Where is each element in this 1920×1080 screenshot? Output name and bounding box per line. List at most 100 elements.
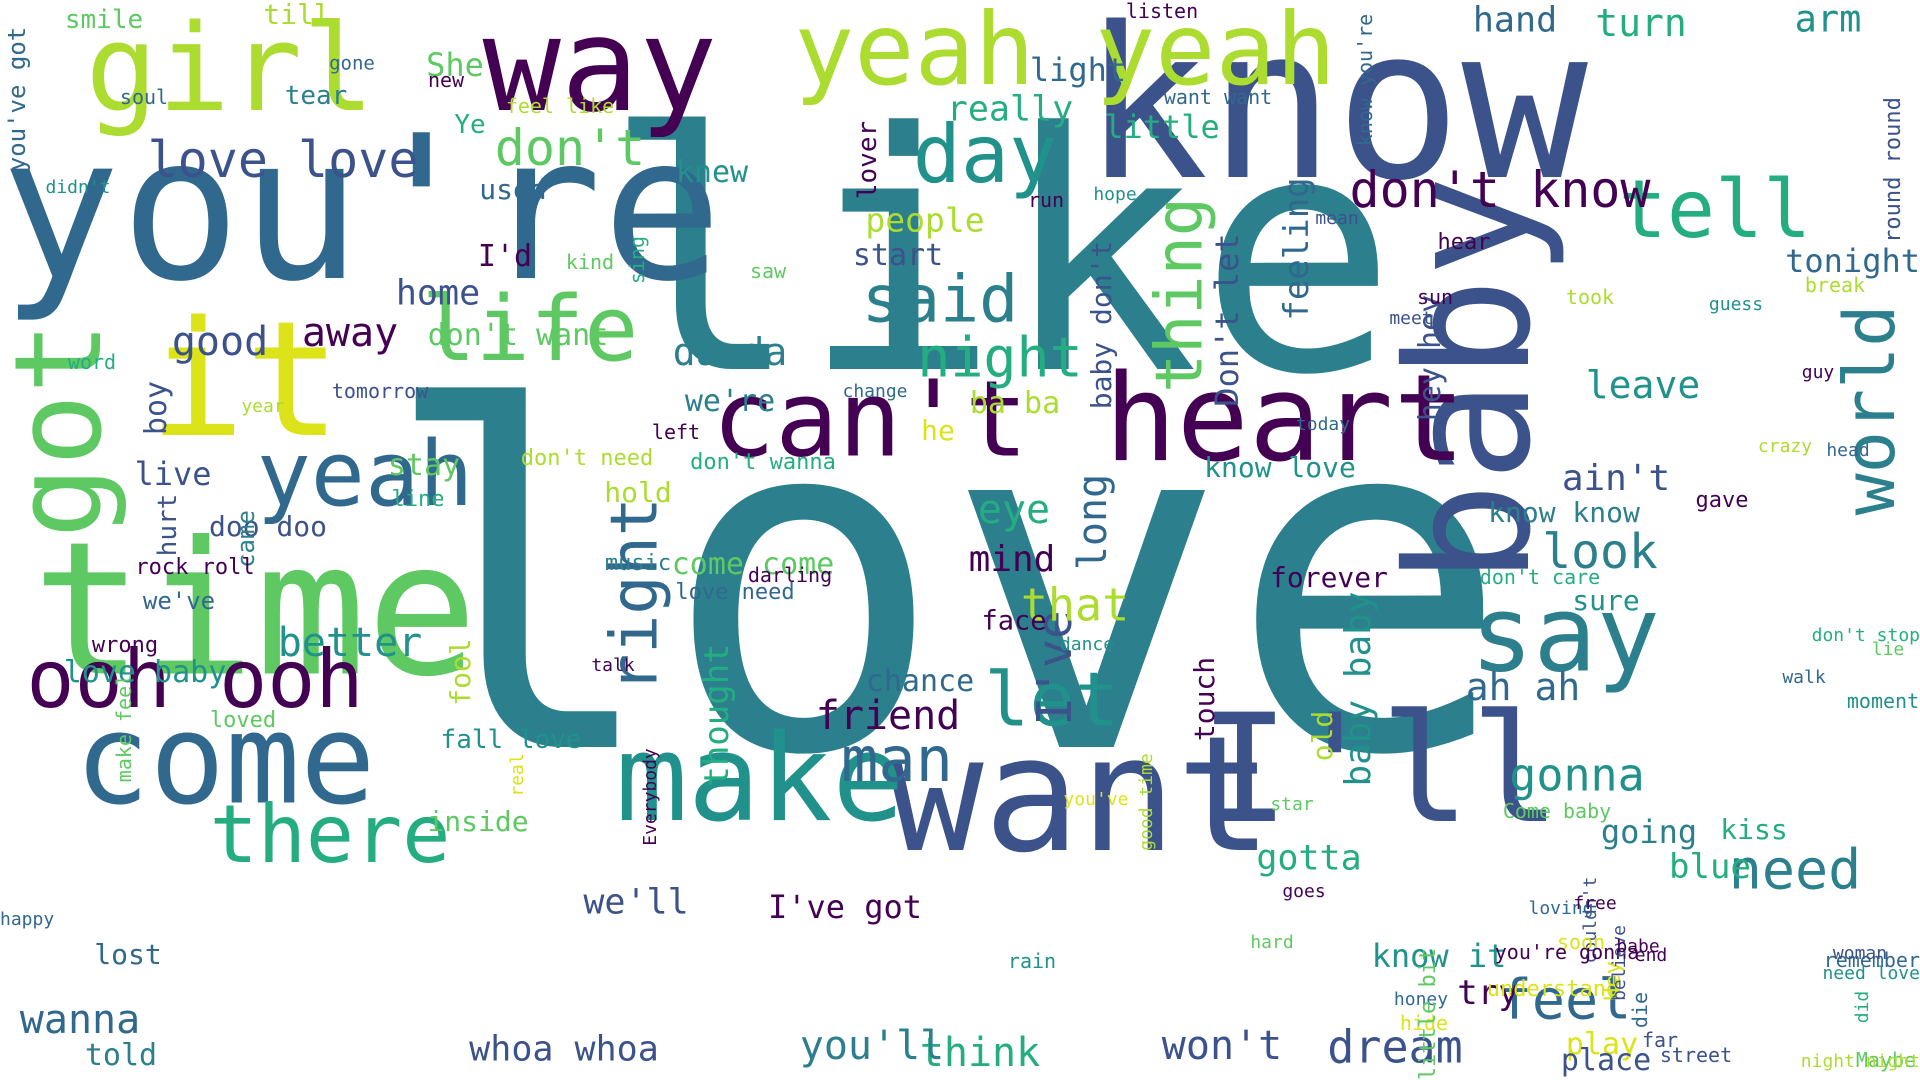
word-arm: arm	[1794, 0, 1862, 41]
word-understand: understand	[1486, 977, 1620, 1002]
word-know-love: know love	[1204, 451, 1356, 484]
word-maybe: Maybe	[1855, 1048, 1917, 1072]
word-time: time	[32, 501, 478, 718]
word-hard: hard	[1250, 932, 1294, 953]
word-sun: sun	[1416, 285, 1454, 309]
word-gave: gave	[1695, 488, 1749, 513]
word-old: old	[1306, 710, 1339, 762]
word-don-t-care: don't care	[1479, 565, 1601, 589]
word-light: light	[1029, 51, 1127, 89]
word-babe: babe	[1616, 936, 1660, 957]
word-da-da: da da	[672, 330, 788, 374]
word-thing: thing	[1142, 197, 1218, 393]
word-that: that	[1020, 578, 1130, 632]
word-knew: knew	[675, 155, 749, 190]
word-dance: dance	[1059, 634, 1115, 655]
word-don-t-want: don't want	[427, 318, 609, 353]
word-love: love	[379, 311, 1511, 858]
word-little: little	[1104, 108, 1220, 146]
word-man: man	[841, 723, 953, 796]
word-dream: dream	[1327, 1020, 1463, 1074]
word-really: really	[946, 89, 1074, 130]
word-you-re-gonna: you're gonna	[1494, 940, 1640, 964]
word-want: want	[887, 701, 1273, 888]
word-don-t-wanna: don't wanna	[690, 450, 836, 475]
word-left: left	[651, 420, 701, 444]
word-heart: heart	[1104, 350, 1466, 489]
word-smile: smile	[64, 5, 144, 35]
word-hurt: hurt	[153, 493, 183, 557]
word-don-t-need: don't need	[520, 446, 654, 471]
word-good-time: good time	[1136, 753, 1157, 851]
word-good: good	[171, 319, 269, 365]
word-place: place	[1560, 1043, 1652, 1078]
word-honey: honey	[1393, 989, 1449, 1010]
word-ba-ba: ba ba	[969, 386, 1061, 421]
word-mind: mind	[968, 539, 1056, 580]
word-new: new	[427, 68, 465, 92]
word-darling: darling	[747, 563, 833, 587]
word-i-ll: I'll	[1199, 683, 1561, 857]
word-rain: rain	[1007, 949, 1057, 973]
word-hand: hand	[1472, 0, 1558, 41]
word-we-ve: we've	[142, 587, 216, 615]
word-world: world	[1829, 304, 1911, 516]
word-ain-t: ain't	[1561, 458, 1671, 499]
word-feel: feel	[1498, 967, 1632, 1032]
word-you-ve: you've	[1063, 789, 1129, 810]
word-i-d: I'd	[477, 239, 533, 274]
word-walk: walk	[1782, 667, 1826, 688]
word-took: took	[1565, 285, 1615, 309]
word-you-ll: you'll	[799, 1023, 945, 1069]
word-kind: kind	[565, 250, 615, 274]
word-wanna: wanna	[19, 997, 141, 1043]
word-eye: eye	[977, 487, 1051, 533]
word-like: like	[602, 63, 1398, 447]
word-come: come	[74, 687, 376, 833]
word-girl: girl	[85, 0, 375, 139]
word-she: She	[426, 46, 484, 84]
word-away: away	[301, 310, 399, 356]
word-street: street	[1659, 1043, 1733, 1067]
word-he: he	[921, 414, 955, 447]
word-need-love: need love	[1822, 963, 1920, 984]
word-love-need: love need	[675, 580, 795, 605]
word-till: till	[263, 0, 331, 31]
word-don-t-stop: don't stop	[1811, 625, 1920, 646]
word-word: word	[67, 350, 117, 374]
word-happy: happy	[0, 909, 55, 930]
word-today: today	[1295, 414, 1351, 435]
word-know-you-re: know you're	[1353, 13, 1377, 147]
word-love-baby: love baby	[63, 655, 227, 690]
word-guy: guy	[1801, 362, 1835, 383]
word-stay: stay	[387, 448, 461, 483]
word-star: star	[1270, 794, 1314, 815]
word-we-re: we're	[684, 384, 776, 419]
word-say: say	[1470, 573, 1660, 696]
word-yeah-yeah: yeah yeah	[794, 0, 1336, 108]
word-inside: inside	[427, 805, 529, 838]
word-long: long	[1070, 473, 1116, 571]
word-doo-doo: doo doo	[208, 510, 328, 543]
word-come-baby: Come baby	[1502, 799, 1612, 823]
word-hope: hope	[1093, 184, 1137, 205]
word-real: real	[507, 753, 528, 797]
word-sure: sure	[1572, 584, 1640, 617]
word-forever: forever	[1269, 561, 1389, 594]
word-everybody: Everybody	[640, 748, 661, 846]
word-live: live	[134, 455, 212, 493]
word-feeling: feeling	[1277, 177, 1317, 321]
word-ye: Ye	[454, 110, 486, 140]
word-chance: chance	[865, 664, 975, 699]
word-gonna: gonna	[1509, 748, 1645, 802]
word-loved: loved	[209, 708, 277, 733]
word-yeah: yeah	[256, 422, 474, 527]
word-far: far	[1641, 1028, 1679, 1052]
word-you-ve-got: you've got	[3, 26, 31, 172]
word-know-it: know it	[1371, 937, 1507, 975]
word-sing: sing	[625, 235, 649, 285]
word-free: free	[1573, 893, 1617, 914]
word-want-want: want want	[1163, 85, 1273, 109]
word-love-love: love love	[147, 131, 419, 189]
word-you-re: you're	[0, 93, 723, 326]
